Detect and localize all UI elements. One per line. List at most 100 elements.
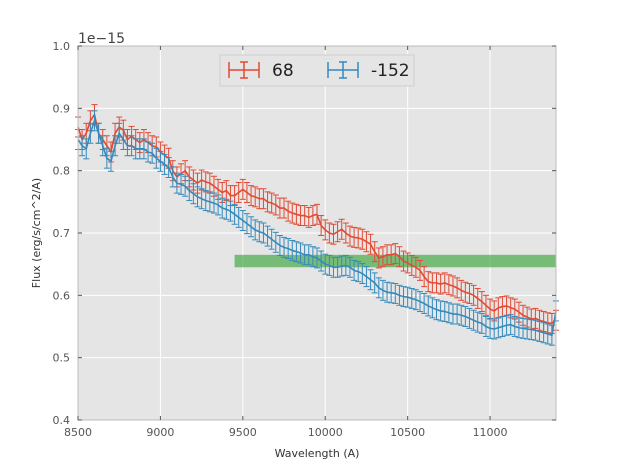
error-bar (466, 282, 473, 304)
error-bar (169, 166, 176, 188)
error-bar (305, 206, 312, 228)
error-bar (235, 206, 242, 228)
error-bar (532, 319, 539, 341)
error-bar (462, 281, 469, 303)
error-bar (351, 259, 358, 281)
error-bar (396, 284, 403, 306)
y-offset-label: 1e−15 (78, 31, 125, 47)
error-bar (281, 236, 288, 258)
error-bar (268, 228, 275, 250)
error-bar (437, 300, 444, 322)
error-bar (404, 252, 411, 274)
legend-swatch-neg152 (327, 61, 359, 79)
error-bar (371, 241, 378, 263)
y-tick-label: 0.6 (53, 289, 71, 302)
error-bar (79, 135, 86, 157)
y-tick-label: 0.8 (53, 165, 71, 178)
error-bar (318, 215, 325, 236)
error-bar (379, 246, 386, 268)
error-bar (314, 203, 320, 225)
error-bar (190, 183, 197, 205)
x-tick-label: 8500 (64, 426, 92, 439)
error-bar (309, 205, 316, 227)
error-bar (252, 186, 259, 208)
error-bar (268, 192, 275, 214)
error-bar (165, 157, 172, 179)
error-bar (396, 246, 403, 268)
error-bar (466, 307, 473, 329)
error-bar (371, 272, 378, 294)
error-bar (285, 238, 292, 260)
error-bar (375, 247, 382, 269)
error-bar (408, 254, 415, 276)
error-bar (544, 323, 551, 345)
y-tick-label: 0.9 (53, 102, 71, 115)
series-layer (75, 104, 559, 346)
error-bar (239, 178, 246, 200)
y-tick-label: 0.4 (53, 414, 71, 427)
error-bar (318, 250, 325, 272)
error-bar (83, 138, 90, 160)
error-bar (198, 188, 205, 210)
x-tick-label: 9500 (229, 426, 257, 439)
error-bar (470, 284, 477, 306)
grid (77, 45, 556, 421)
error-bar (272, 231, 279, 253)
legend-label-68: 68 (272, 61, 294, 81)
error-bar (355, 261, 362, 283)
error-bar (153, 147, 160, 169)
error-bar (231, 203, 238, 225)
error-bar (289, 202, 296, 224)
error-bar (330, 223, 337, 245)
x-tick-label: 10000 (308, 426, 343, 439)
error-bar (400, 250, 407, 272)
error-bar (260, 222, 267, 244)
error-bar (474, 311, 481, 333)
error-bar (363, 266, 370, 288)
error-bar (346, 225, 353, 247)
error-bar (248, 185, 255, 207)
error-bar (95, 122, 102, 144)
error-bar (239, 210, 246, 232)
error-bar (285, 200, 292, 222)
error-bar (116, 122, 123, 144)
error-bar (338, 255, 345, 277)
error-bar (429, 297, 436, 319)
error-bar (276, 234, 283, 256)
legend-label-neg152: -152 (371, 61, 410, 81)
error-bar (425, 295, 432, 317)
error-bar (363, 231, 370, 253)
error-bar (309, 246, 316, 268)
error-bar (112, 135, 119, 157)
error-bar (210, 192, 217, 214)
error-bar (499, 316, 506, 337)
error-bar (425, 271, 432, 293)
error-bar (367, 269, 374, 291)
error-bar (392, 282, 399, 304)
x-tick-label: 9000 (146, 426, 174, 439)
error-bar (338, 218, 345, 240)
x-tick-label: 10500 (390, 426, 425, 439)
error-bar (281, 197, 288, 219)
error-bar (326, 254, 333, 276)
legend-item-neg152: -152 (327, 61, 410, 81)
error-bar (437, 273, 444, 295)
error-bar (367, 233, 374, 255)
error-bar (511, 316, 518, 337)
error-bar (433, 299, 440, 321)
error-bar (392, 243, 399, 265)
error-bar (359, 263, 366, 284)
error-bar (161, 153, 168, 175)
error-bar (248, 216, 255, 238)
series-neg152 (75, 110, 559, 346)
error-bar (482, 294, 489, 316)
error-bar (445, 274, 452, 296)
error-bar (243, 213, 250, 235)
error-bar (520, 317, 527, 339)
error-bar (99, 135, 106, 157)
error-bar (404, 286, 411, 308)
error-bar (140, 138, 147, 160)
error-bar (458, 279, 465, 301)
error-bar (441, 272, 448, 294)
error-bar (342, 222, 349, 244)
